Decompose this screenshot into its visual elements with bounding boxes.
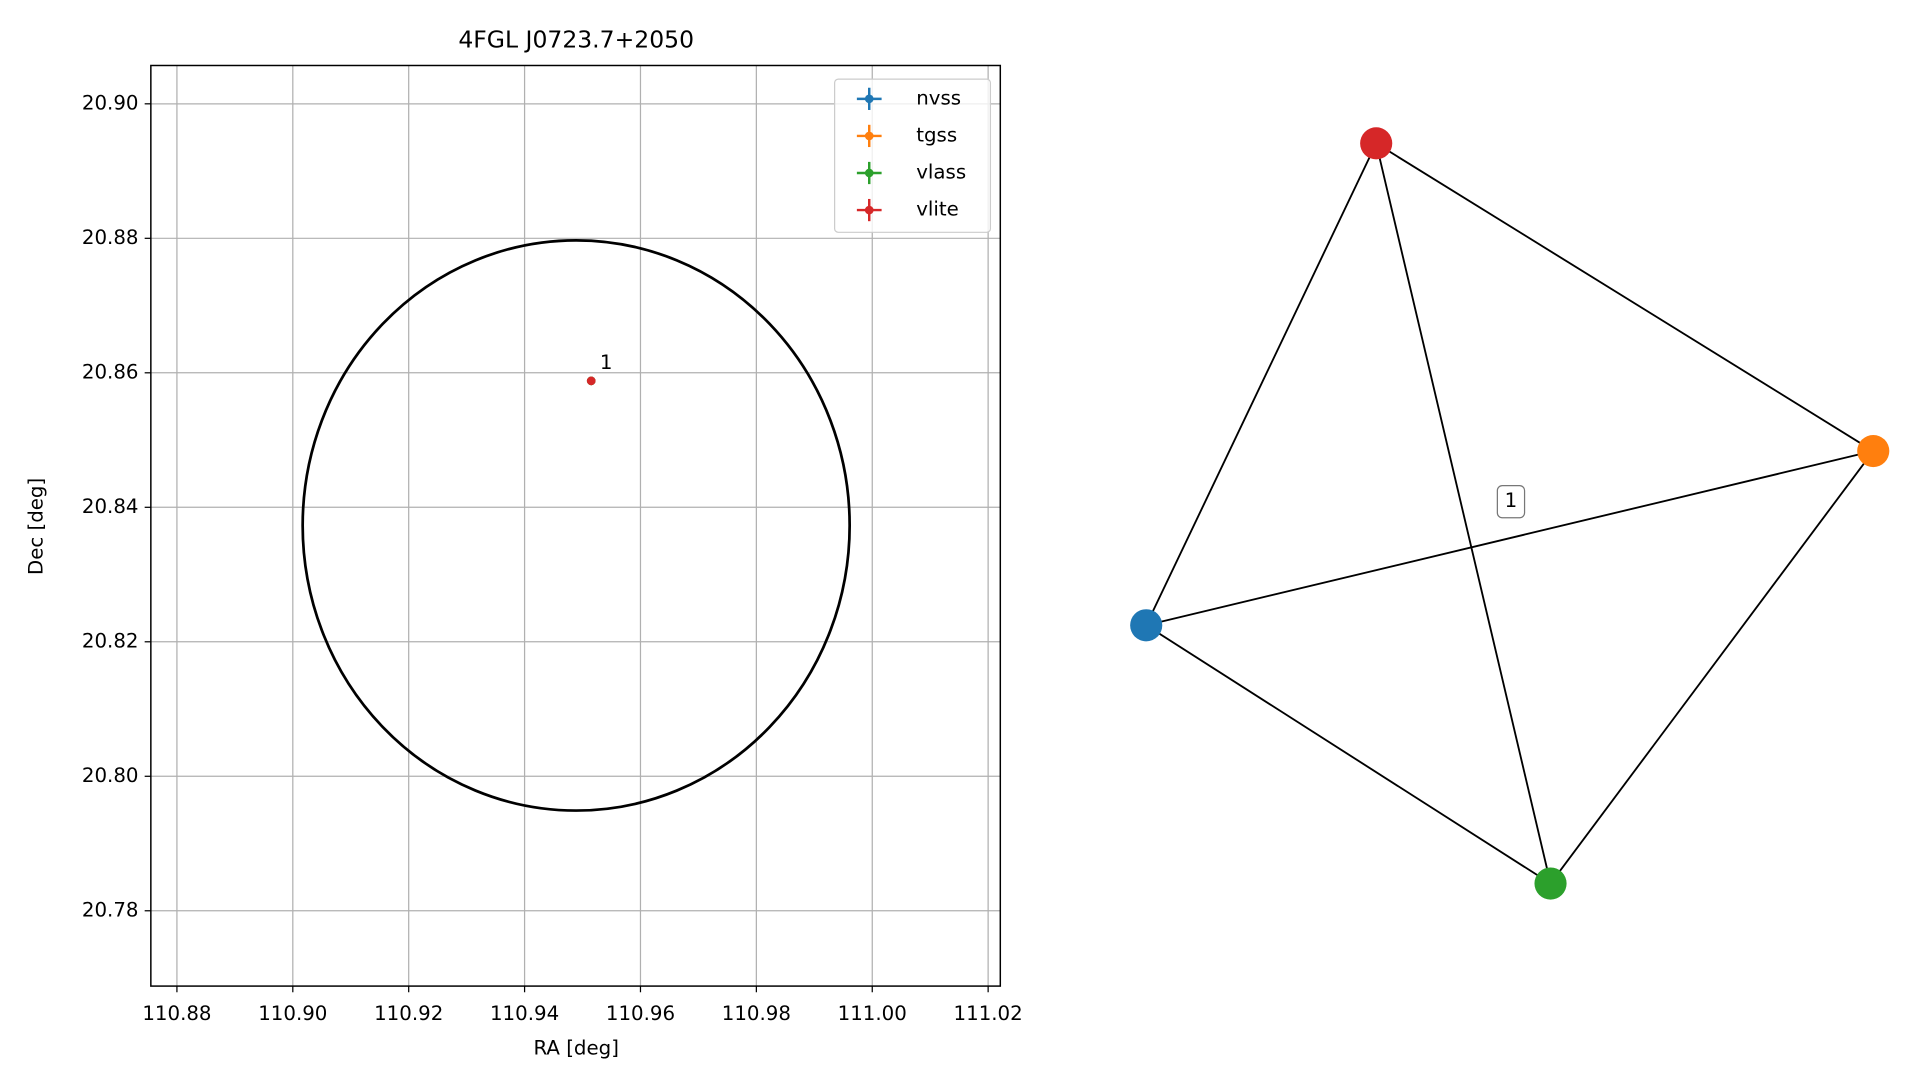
y-tick-label: 20.78 [82,898,139,921]
legend-entry: nvss [856,86,961,110]
legend-box [833,78,992,233]
x-tick-label: 110.98 [722,1002,791,1025]
legend-entry: vlass [856,161,966,185]
graph-edge [1375,143,1552,884]
plot-frame [150,64,1002,987]
x-tick-label: 110.94 [490,1002,559,1025]
y-axis-label: Dec [deg] [25,478,48,575]
graph-edge [1375,142,1874,452]
edge-label: 1 [1505,489,1518,512]
y-tick-label: 20.90 [82,91,139,114]
y-tick-label: 20.82 [82,629,139,652]
point-annotation: 1 [600,351,613,374]
y-tick-label: 20.88 [82,226,139,249]
graph-edge [1145,450,1874,627]
graph-node [1534,867,1567,900]
edge-label-box [1496,485,1526,519]
legend-entry: vlite [856,198,959,222]
x-tick-label: 110.96 [606,1002,675,1025]
legend-entry: tgss [856,123,957,148]
legend-label: vlass [916,161,966,184]
x-tick-label: 110.88 [142,1002,211,1025]
graph-edge [1145,624,1552,885]
y-tick-label: 20.80 [82,764,139,787]
x-tick-label: 110.90 [258,1002,327,1025]
chart-title: 4FGL J0723.7+2050 [458,25,694,53]
legend-marker [864,168,874,178]
x-tick-label: 111.02 [954,1002,1023,1025]
legend-marker [864,94,874,104]
graph-node [1130,609,1163,642]
legend-marker [864,131,874,141]
legend-label: tgss [916,123,957,146]
legend-label: nvss [916,86,961,109]
graph-edge [1145,142,1378,626]
legend-label: vlite [916,198,959,221]
legend-marker [864,205,874,215]
graph-edge [1549,450,1874,885]
y-tick-label: 20.86 [82,360,139,383]
y-tick-label: 20.84 [82,495,139,518]
graph-node [1360,127,1393,160]
x-tick-label: 110.92 [374,1002,443,1025]
graph-node [1857,434,1890,468]
x-tick-label: 111.00 [838,1002,907,1025]
error-ellipse [301,238,852,812]
x-axis-label: RA [deg] [533,1037,618,1060]
point [586,376,596,386]
